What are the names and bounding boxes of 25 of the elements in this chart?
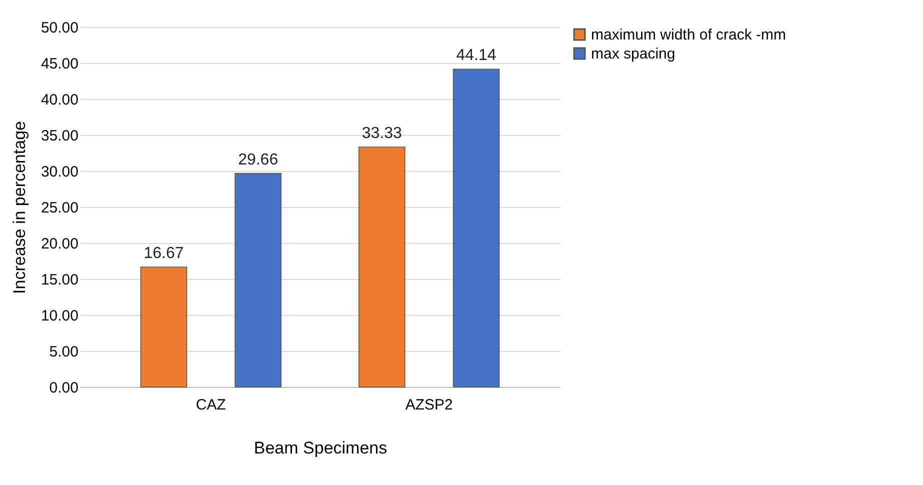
bar: [140, 266, 188, 388]
x-tick-label: AZSP2: [405, 396, 453, 414]
data-label: 16.67: [144, 244, 184, 262]
y-axis-title: Increase in percentage: [10, 121, 29, 294]
legend-label: maximum width of crack -mm: [591, 26, 786, 44]
y-tick-label: 30.00: [40, 164, 78, 180]
x-tick-label: CAZ: [196, 396, 226, 414]
y-tick-label: 40.00: [40, 92, 78, 108]
data-label: 33.33: [362, 125, 402, 142]
y-tick-label: 45.00: [40, 56, 78, 72]
y-tick-label: 20.00: [40, 236, 78, 252]
y-tick-label: 25.00: [40, 200, 78, 216]
bar: [358, 146, 406, 388]
y-tick-label: 50.00: [40, 20, 78, 36]
y-tick-label: 0.00: [49, 380, 78, 396]
legend-label: max spacing: [591, 46, 676, 62]
data-label: 44.14: [456, 47, 496, 64]
y-tick-label: 10.00: [40, 308, 78, 324]
bar: [234, 173, 282, 388]
y-tick-label: 35.00: [40, 128, 78, 144]
x-axis-title: Beam Specimens: [254, 438, 388, 458]
data-label: 29.66: [238, 151, 278, 168]
y-tick-label: 15.00: [40, 272, 78, 288]
bar: [452, 68, 500, 388]
y-tick-label: 5.00: [49, 344, 78, 360]
